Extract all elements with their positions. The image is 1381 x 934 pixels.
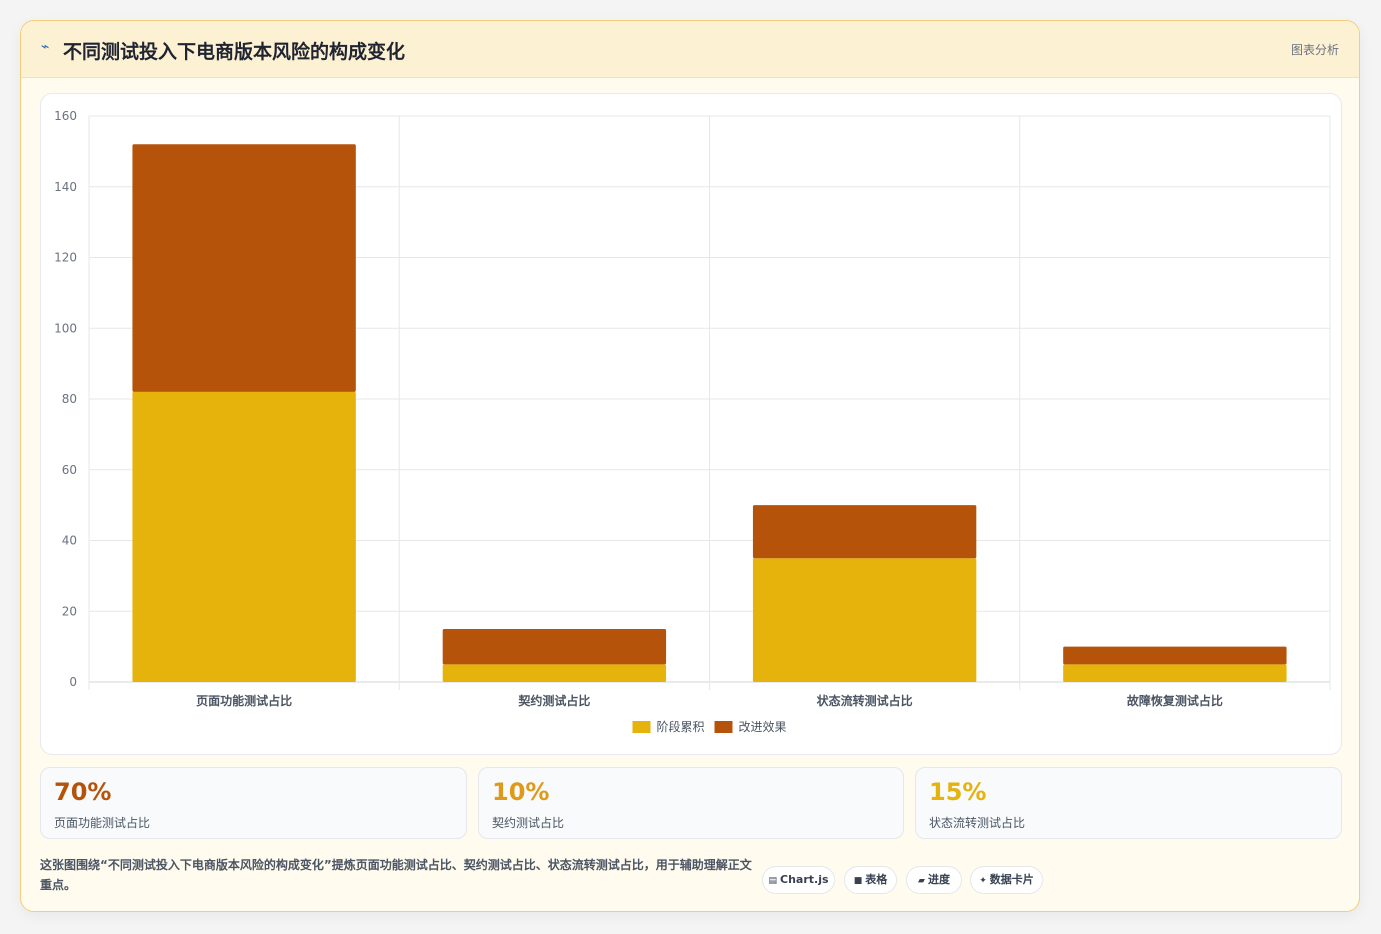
bar-segment bbox=[1063, 646, 1287, 665]
lightning-icon: ⌁ bbox=[41, 39, 50, 55]
stat-label: 契约测试占比 bbox=[492, 816, 565, 830]
chart-description: 这张图围绕“不同测试投入下电商版本风险的构成变化”提炼页面功能测试占比、契约测试… bbox=[40, 858, 752, 892]
table-icon: ■ bbox=[853, 876, 863, 886]
x-tick-label: 页面功能测试占比 bbox=[196, 693, 292, 708]
bar-segment bbox=[442, 628, 667, 665]
chip-table[interactable]: ■ 表格 bbox=[844, 866, 897, 894]
chip-label: 数据卡片 bbox=[989, 873, 1034, 886]
chip-label: 进度 bbox=[927, 873, 950, 886]
y-tick-label: 120 bbox=[54, 251, 77, 265]
stat-card-1: 70% 页面功能测试占比 bbox=[40, 767, 467, 839]
chart-icon: ▤ bbox=[768, 876, 777, 886]
x-tick-label: 故障恢复测试占比 bbox=[1127, 693, 1223, 708]
y-tick-label: 60 bbox=[62, 463, 77, 477]
legend-swatch bbox=[632, 721, 651, 733]
y-tick-label: 40 bbox=[62, 534, 77, 548]
bar-segment bbox=[132, 391, 356, 682]
bar-segment bbox=[752, 558, 977, 682]
y-tick-label: 140 bbox=[54, 180, 77, 194]
stacked-bar-chart: 0 20 40 60 80 100 120 140 160 页面功能测试占比 契约测试占比 状态流转测… bbox=[54, 109, 1331, 734]
progress-icon: ▰ bbox=[918, 876, 925, 886]
y-tick-label: 160 bbox=[54, 109, 77, 123]
stat-value: 10% bbox=[492, 778, 550, 806]
y-tick-label: 80 bbox=[62, 392, 77, 406]
chart-card: ⌁ 不同测试投入下电商版本风险的构成变化 图表分析 0 20 40 60 80 100 12… bbox=[20, 20, 1360, 912]
chart-panel: 0 20 40 60 80 100 120 140 160 页面功能测试占比 契约测试占比 状态流转测… bbox=[40, 93, 1342, 755]
chip-progress[interactable]: ▰ 进度 bbox=[906, 866, 962, 894]
bar-segment bbox=[1063, 664, 1287, 682]
stat-value: 15% bbox=[929, 778, 987, 806]
bar-segment bbox=[132, 144, 356, 392]
bar-segment bbox=[752, 505, 977, 559]
stat-label: 页面功能测试占比 bbox=[54, 816, 151, 830]
y-tick-label: 100 bbox=[54, 321, 77, 335]
chip-chartjs[interactable]: ▤ Chart.js bbox=[762, 866, 835, 894]
card-title: 不同测试投入下电商版本风险的构成变化 bbox=[63, 41, 406, 63]
y-tick-label: 0 bbox=[69, 675, 77, 689]
stat-label: 状态流转测试占比 bbox=[929, 816, 1026, 830]
x-tick-label: 状态流转测试占比 bbox=[817, 693, 913, 708]
bar-segment bbox=[442, 664, 667, 682]
y-tick-label: 20 bbox=[62, 604, 77, 618]
chart-analysis-tag: 图表分析 bbox=[1290, 43, 1339, 57]
chip-data-card[interactable]: ✦ 数据卡片 bbox=[970, 866, 1043, 894]
chip-label: Chart.js bbox=[780, 873, 829, 886]
stat-card-2: 10% 契约测试占比 bbox=[478, 767, 904, 839]
card-header: ⌁ 不同测试投入下电商版本风险的构成变化 图表分析 bbox=[21, 21, 1359, 78]
legend-label: 改进效果 bbox=[739, 719, 787, 734]
x-tick-label: 契约测试占比 bbox=[517, 693, 590, 708]
stat-value: 70% bbox=[54, 778, 112, 806]
sparkle-icon: ✦ bbox=[979, 876, 987, 886]
chip-label: 表格 bbox=[865, 873, 888, 886]
stat-card-3: 15% 状态流转测试占比 bbox=[915, 767, 1342, 839]
legend-label: 阶段累积 bbox=[657, 719, 705, 734]
legend-swatch bbox=[714, 721, 733, 733]
